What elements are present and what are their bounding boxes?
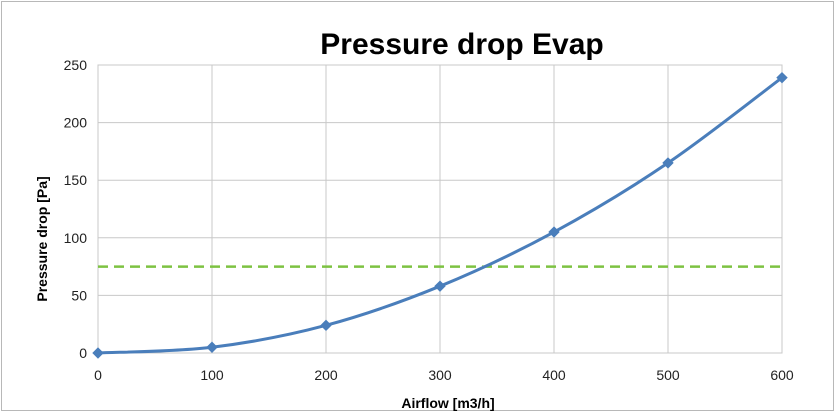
x-axis-label: Airflow [m3/h] [401,395,494,411]
plot-area-border [97,64,783,354]
y-tick-label: 50 [71,287,87,303]
y-tick-label: 250 [64,57,88,73]
y-tick-label: 150 [64,172,88,188]
x-tick-label: 300 [428,367,452,383]
x-tick-label: 500 [656,367,680,383]
x-tick-label: 200 [314,367,338,383]
data-point-marker [776,71,788,84]
x-tick-label: 100 [200,367,224,383]
y-tick-label: 0 [79,345,87,361]
chart-title: Pressure drop Evap [320,28,603,61]
x-tick-label: 400 [542,367,566,383]
y-tick-label: 200 [64,115,88,131]
data-point-marker [320,319,332,332]
y-tick-labels: 0 50 100 150 200 250 [64,57,88,361]
y-axis-label: Pressure drop [Pa] [34,176,50,301]
grid [97,64,783,354]
x-tick-label: 0 [94,367,102,383]
series-group [92,71,788,359]
data-point-marker [548,226,560,238]
y-tick-label: 100 [64,230,88,246]
data-point-marker [662,157,674,169]
x-tick-labels: 0 100 200 300 400 500 600 [94,367,794,383]
x-tick-label: 600 [770,367,794,383]
data-point-marker [206,341,218,353]
data-point-marker [92,347,104,359]
data-point-marker [434,280,446,292]
